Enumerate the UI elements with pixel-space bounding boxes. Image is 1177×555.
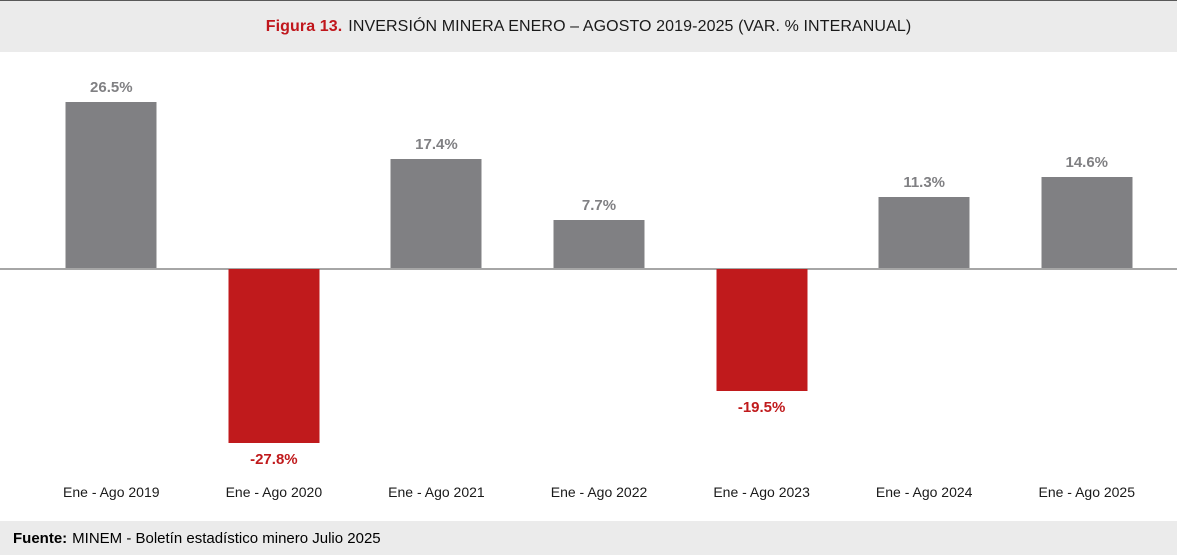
- bar-value-label: 17.4%: [415, 136, 458, 153]
- bar-positive: [878, 197, 970, 268]
- x-axis-label: Ene - Ago 2021: [388, 484, 485, 500]
- figure-number-label: Figura 13.: [265, 17, 343, 35]
- bar-negative: [228, 269, 320, 443]
- bar-column: 11.3% Ene - Ago 2024: [843, 52, 1006, 521]
- bar-value-label: 11.3%: [903, 174, 946, 191]
- bar-positive: [65, 102, 157, 268]
- x-axis-label: Ene - Ago 2019: [63, 484, 160, 500]
- bar-column: 7.7% Ene - Ago 2022: [518, 52, 681, 521]
- x-axis-label: Ene - Ago 2020: [225, 484, 323, 500]
- bar-positive: [390, 159, 482, 268]
- bar-column: -27.8% Ene - Ago 2020: [193, 52, 356, 521]
- zero-axis-line: [0, 268, 1177, 270]
- bar-chart: 26.5% Ene - Ago 2019 -27.8% Ene - Ago 2020 1…: [0, 52, 1177, 521]
- figure-title: Figura 13. INVERSIÓN MINERA ENERO – AGOST…: [266, 18, 912, 36]
- bar-column: 26.5% Ene - Ago 2019: [30, 52, 193, 521]
- bar-value-label: 14.6%: [1065, 154, 1109, 171]
- bar-positive: [1041, 177, 1133, 268]
- bar-value-label: 7.7%: [581, 197, 617, 214]
- x-axis-label: Ene - Ago 2025: [1038, 484, 1136, 500]
- bar-column: 14.6% Ene - Ago 2025: [1005, 52, 1168, 521]
- source-footer-band: Fuente: MINEM - Boletín estadístico mine…: [0, 521, 1177, 555]
- bar-value-label: 26.5%: [90, 79, 133, 96]
- bar-column: 17.4% Ene - Ago 2021: [355, 52, 518, 521]
- bar-positive: [553, 220, 645, 268]
- source-label: Fuente:: [13, 529, 68, 547]
- figure-title-text: INVERSIÓN MINERA ENERO – AGOSTO 2019-202…: [348, 17, 912, 35]
- source-text: MINEM - Boletín estadístico minero Julio…: [72, 529, 381, 547]
- x-axis-label: Ene - Ago 2023: [713, 484, 810, 500]
- bar-value-label: -27.8%: [250, 451, 298, 468]
- bar-column: -19.5% Ene - Ago 2023: [680, 52, 843, 521]
- bar-value-label: -19.5%: [737, 399, 786, 416]
- bar-chart-columns: 26.5% Ene - Ago 2019 -27.8% Ene - Ago 2020 1…: [0, 52, 1177, 521]
- x-axis-label: Ene - Ago 2024: [875, 484, 973, 500]
- figure-header-band: Figura 13. INVERSIÓN MINERA ENERO – AGOST…: [0, 0, 1177, 52]
- bar-negative: [716, 269, 808, 391]
- x-axis-label: Ene - Ago 2022: [550, 484, 648, 500]
